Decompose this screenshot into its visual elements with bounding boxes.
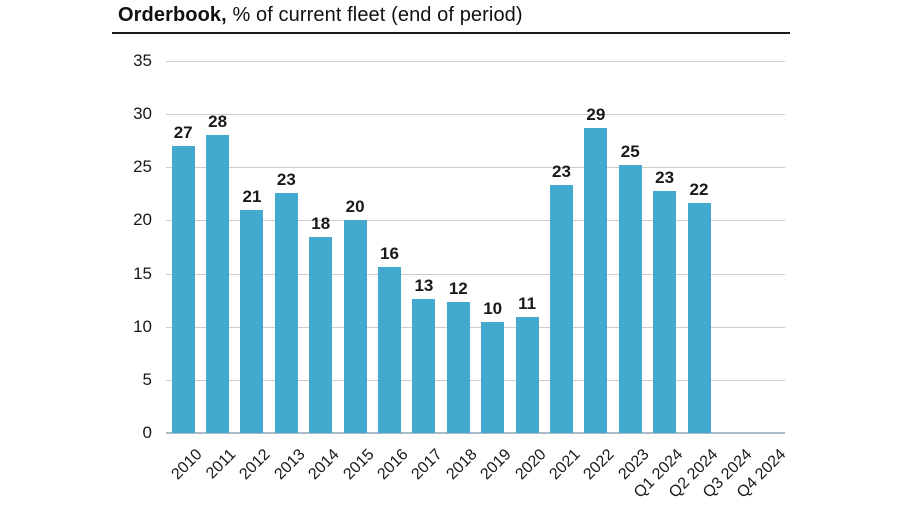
chart-title-text: Orderbook, % of current fleet (end of pe… xyxy=(112,3,790,27)
bar xyxy=(549,185,573,433)
bar xyxy=(309,237,333,433)
bar xyxy=(618,165,642,433)
x-axis-tick-label: 2020 xyxy=(511,446,550,484)
bar-value-label: 20 xyxy=(345,197,365,217)
bar xyxy=(515,317,539,433)
bar-value-label: 18 xyxy=(311,214,331,234)
bar xyxy=(240,209,264,433)
x-axis-tick-label: 2017 xyxy=(408,446,446,484)
bar xyxy=(687,203,711,433)
gridline xyxy=(166,379,785,381)
chart-title: Orderbook, % of current fleet (end of pe… xyxy=(112,3,790,34)
x-axis-tick-label: 2019 xyxy=(477,446,515,484)
y-axis-tick-label: 35 xyxy=(133,51,152,70)
y-axis-tick-label: 25 xyxy=(133,157,152,177)
bar-value-label: 27 xyxy=(173,123,193,143)
bar xyxy=(446,302,470,433)
y-axis-tick-label: 30 xyxy=(133,104,152,124)
bar-value-label: 28 xyxy=(208,112,228,132)
x-axis-tick-label: 2018 xyxy=(443,446,481,484)
bar-value-label: 13 xyxy=(414,276,434,296)
bar xyxy=(584,127,608,433)
bar-value-label: 16 xyxy=(380,244,399,264)
y-axis-tick-label: 15 xyxy=(133,263,152,283)
gridline xyxy=(166,273,785,275)
y-axis-tick-label: 20 xyxy=(133,210,152,230)
bar xyxy=(653,190,677,433)
gridline xyxy=(166,326,785,328)
x-axis-tick-label: 2014 xyxy=(305,446,343,484)
y-axis-tick-label: 5 xyxy=(142,369,152,389)
bar xyxy=(171,146,195,433)
bar xyxy=(206,135,230,433)
x-axis-tick-label: 2013 xyxy=(271,446,309,484)
bar-value-label: 23 xyxy=(552,162,571,182)
bar-value-label: 23 xyxy=(655,167,675,187)
x-axis-tick-label: 2010 xyxy=(168,446,206,484)
y-axis-tick-label: 10 xyxy=(133,316,152,336)
gridline xyxy=(166,220,785,222)
bar-value-label: 29 xyxy=(586,104,606,124)
x-axis-tick-label: 2015 xyxy=(339,446,378,484)
bar xyxy=(412,299,436,433)
bar-value-label: 21 xyxy=(242,186,262,206)
bar-value-label: 11 xyxy=(518,294,537,314)
x-axis-tick-label: 2011 xyxy=(203,446,240,483)
gridline xyxy=(166,61,785,62)
bar-value-label: 12 xyxy=(448,279,468,299)
x-axis-tick-label: 2022 xyxy=(580,446,618,484)
bar-value-label: 25 xyxy=(620,142,640,162)
chart-title-bold: Orderbook, xyxy=(118,4,227,26)
x-axis-tick-label: 2021 xyxy=(546,446,584,484)
y-axis-tick-label: 0 xyxy=(142,423,152,442)
bar-value-label: 10 xyxy=(483,299,503,319)
bar-value-label: 22 xyxy=(689,180,709,200)
chart-title-rest: % of current fleet (end of period) xyxy=(226,4,523,26)
bar xyxy=(378,267,402,433)
x-axis-tick-label: 2012 xyxy=(236,446,275,484)
bar xyxy=(343,220,367,433)
bar xyxy=(481,322,505,433)
x-axis-tick-label: 2016 xyxy=(374,446,412,484)
gridline xyxy=(166,114,785,116)
gridline xyxy=(166,167,785,169)
bar xyxy=(274,192,298,433)
bar-value-label: 23 xyxy=(276,169,296,189)
x-axis-baseline xyxy=(166,432,785,434)
